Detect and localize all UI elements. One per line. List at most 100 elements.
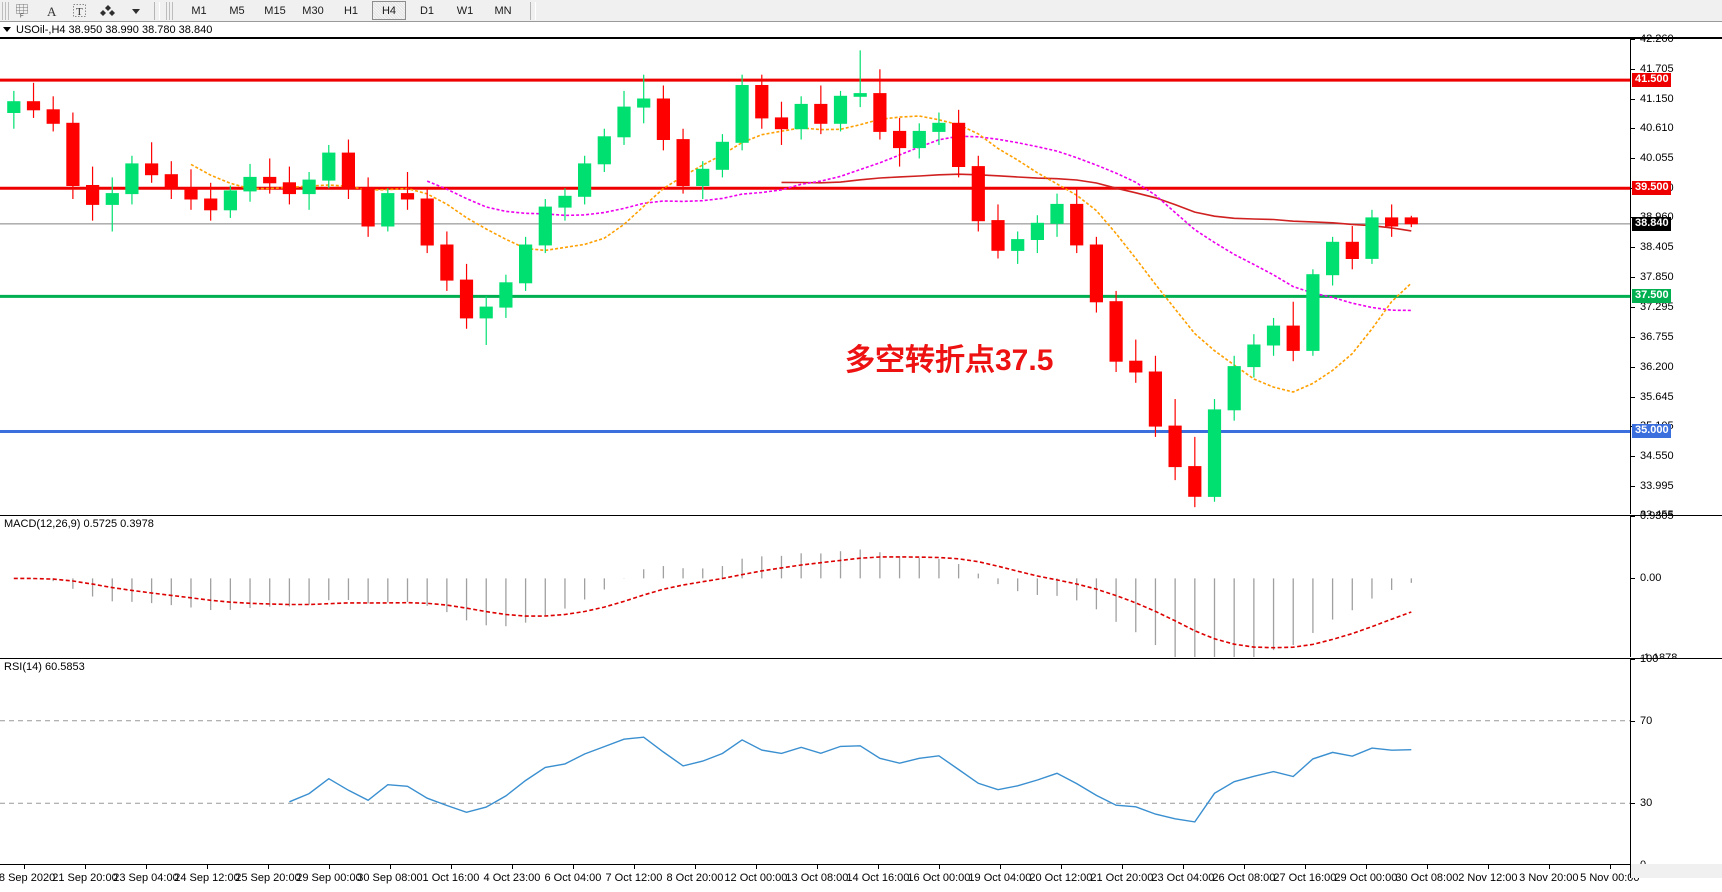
timeframe-group-grip[interactable] — [166, 1, 174, 20]
time-tick — [145, 865, 147, 869]
price-level-label-41-500[interactable]: 41.500 — [1632, 73, 1671, 88]
price-y-axis[interactable]: 42.26041.70541.15040.61040.05539.50038.9… — [1630, 33, 1722, 521]
rsi-tick-30: 30 — [1631, 797, 1652, 809]
time-axis-label: 12 Oct 00:00 — [724, 872, 788, 884]
candle-body — [322, 152, 336, 181]
text-box-icon[interactable]: T — [67, 1, 93, 21]
candle-body — [656, 98, 670, 140]
time-axis-label: 4 Oct 23:00 — [483, 872, 541, 884]
candle-body — [676, 139, 690, 187]
rsi-y-axis[interactable]: 10070300 — [1630, 653, 1722, 871]
chevron-down-icon[interactable] — [123, 1, 149, 21]
candle-body — [696, 168, 710, 187]
price-tick-38-405: 38.405 — [1631, 241, 1674, 253]
time-axis-label: 27 Oct 16:00 — [1273, 872, 1337, 884]
macd-indicator-panel[interactable]: MACD(12,26,9) 0.5725 0.3978 0.93050.00-1… — [0, 510, 1722, 664]
rsi-title: RSI(14) 60.5853 — [4, 661, 85, 673]
time-tick — [1243, 865, 1245, 869]
rsi-svg — [0, 720, 1630, 823]
rsi-indicator-panel[interactable]: RSI(14) 60.5853 10070300 — [0, 653, 1722, 871]
price-plot-area[interactable] — [0, 39, 1630, 514]
timeframe-button-d1[interactable]: D1 — [419, 4, 435, 17]
timeframe-button-m5[interactable]: M5 — [229, 4, 245, 17]
timeframe-button-w1[interactable]: W1 — [456, 4, 474, 17]
price-tick-34-550: 34.550 — [1631, 450, 1674, 462]
price-level-label-39-500[interactable]: 39.500 — [1632, 181, 1671, 196]
price-level-label-38-840[interactable]: 38.840 — [1632, 216, 1671, 231]
timeframe-button-mn[interactable]: MN — [494, 4, 512, 17]
candle-body — [1404, 217, 1418, 225]
toolbar-divider — [154, 1, 160, 20]
price-tick-36-755: 36.755 — [1631, 331, 1674, 343]
svg-text:T: T — [76, 6, 83, 18]
time-axis-label: 29 Oct 00:00 — [1334, 872, 1398, 884]
price-level-label-35-000[interactable]: 35.000 — [1632, 424, 1671, 439]
macd-plot-area[interactable] — [0, 516, 1630, 657]
price-tick-37-295: 37.295 — [1631, 301, 1674, 313]
collapse-triangle-icon[interactable] — [3, 27, 11, 32]
candle-body — [26, 101, 41, 111]
timeframe-button-h4[interactable]: H4 — [372, 1, 406, 20]
candle-body — [617, 106, 631, 138]
candle-body — [1326, 241, 1340, 276]
candle-body — [774, 117, 789, 130]
price-chart-panel[interactable]: 42.26041.70541.15040.61040.05539.50038.9… — [0, 33, 1722, 521]
time-tick — [24, 865, 25, 869]
price-tick-40-610: 40.610 — [1631, 122, 1674, 134]
time-tick — [877, 865, 879, 869]
time-axis-label: 19 Oct 04:00 — [968, 872, 1032, 884]
chart-annotation-text: 多空转折点37.5 — [845, 344, 1054, 377]
time-axis-label: 25 Sep 20:00 — [235, 872, 301, 884]
candle-body — [263, 176, 277, 184]
candle-body — [1148, 371, 1163, 427]
candle-body — [46, 109, 60, 124]
timeframe-button-m30[interactable]: M30 — [302, 4, 324, 17]
text-label-icon[interactable]: A — [39, 1, 65, 21]
candle-body — [991, 220, 1005, 251]
timeframe-button-m1[interactable]: M1 — [191, 4, 207, 17]
timeframe-button-m15[interactable]: M15 — [264, 4, 286, 17]
time-tick — [1609, 865, 1611, 869]
time-axis-label: 8 Oct 20:00 — [666, 872, 724, 884]
time-tick — [694, 865, 696, 869]
time-axis-label: 7 Oct 12:00 — [605, 872, 663, 884]
candle-body — [400, 193, 415, 200]
toolbar-grip[interactable] — [2, 1, 10, 20]
price-tick-35-645: 35.645 — [1631, 391, 1674, 403]
rsi-line — [289, 736, 1412, 823]
timeframe-button-h1[interactable]: H1 — [343, 4, 359, 17]
rsi-plot-area[interactable] — [0, 659, 1630, 864]
time-axis-label: 21 Oct 20:00 — [1090, 872, 1154, 884]
price-tick-36-200: 36.200 — [1631, 361, 1674, 373]
candle-body — [204, 198, 218, 211]
svg-text:F: F — [20, 13, 24, 18]
time-axis-label: 16 Oct 00:00 — [907, 872, 971, 884]
price-level-label-37-500[interactable]: 37.500 — [1632, 289, 1671, 304]
candle-body — [538, 206, 552, 246]
candle-body — [952, 122, 966, 168]
candle-body — [519, 244, 533, 284]
candle-body — [833, 95, 848, 124]
price-candles-svg — [0, 50, 1630, 508]
crosshair-grid-icon[interactable]: F — [11, 1, 37, 21]
candle-body — [1385, 217, 1399, 227]
time-tick — [1060, 865, 1062, 869]
candle-body — [1109, 301, 1123, 362]
shapes-icon[interactable] — [95, 1, 121, 21]
time-axis-label: 23 Sep 04:00 — [113, 872, 179, 884]
price-tick-37-850: 37.850 — [1631, 271, 1674, 283]
time-axis-label: 30 Oct 08:00 — [1395, 872, 1459, 884]
time-axis-label: 24 Sep 12:00 — [174, 872, 240, 884]
svg-text:A: A — [47, 4, 57, 18]
price-tick-40-055: 40.055 — [1631, 152, 1674, 164]
candle-body — [243, 176, 257, 192]
candle-body — [381, 193, 395, 227]
candle-body — [302, 179, 316, 195]
time-tick — [511, 865, 513, 869]
symbol-quote-text: USOil-,H4 38.950 38.990 38.780 38.840 — [16, 23, 213, 36]
time-axis-label: 29 Sep 00:00 — [296, 872, 362, 884]
candle-body — [912, 130, 926, 149]
